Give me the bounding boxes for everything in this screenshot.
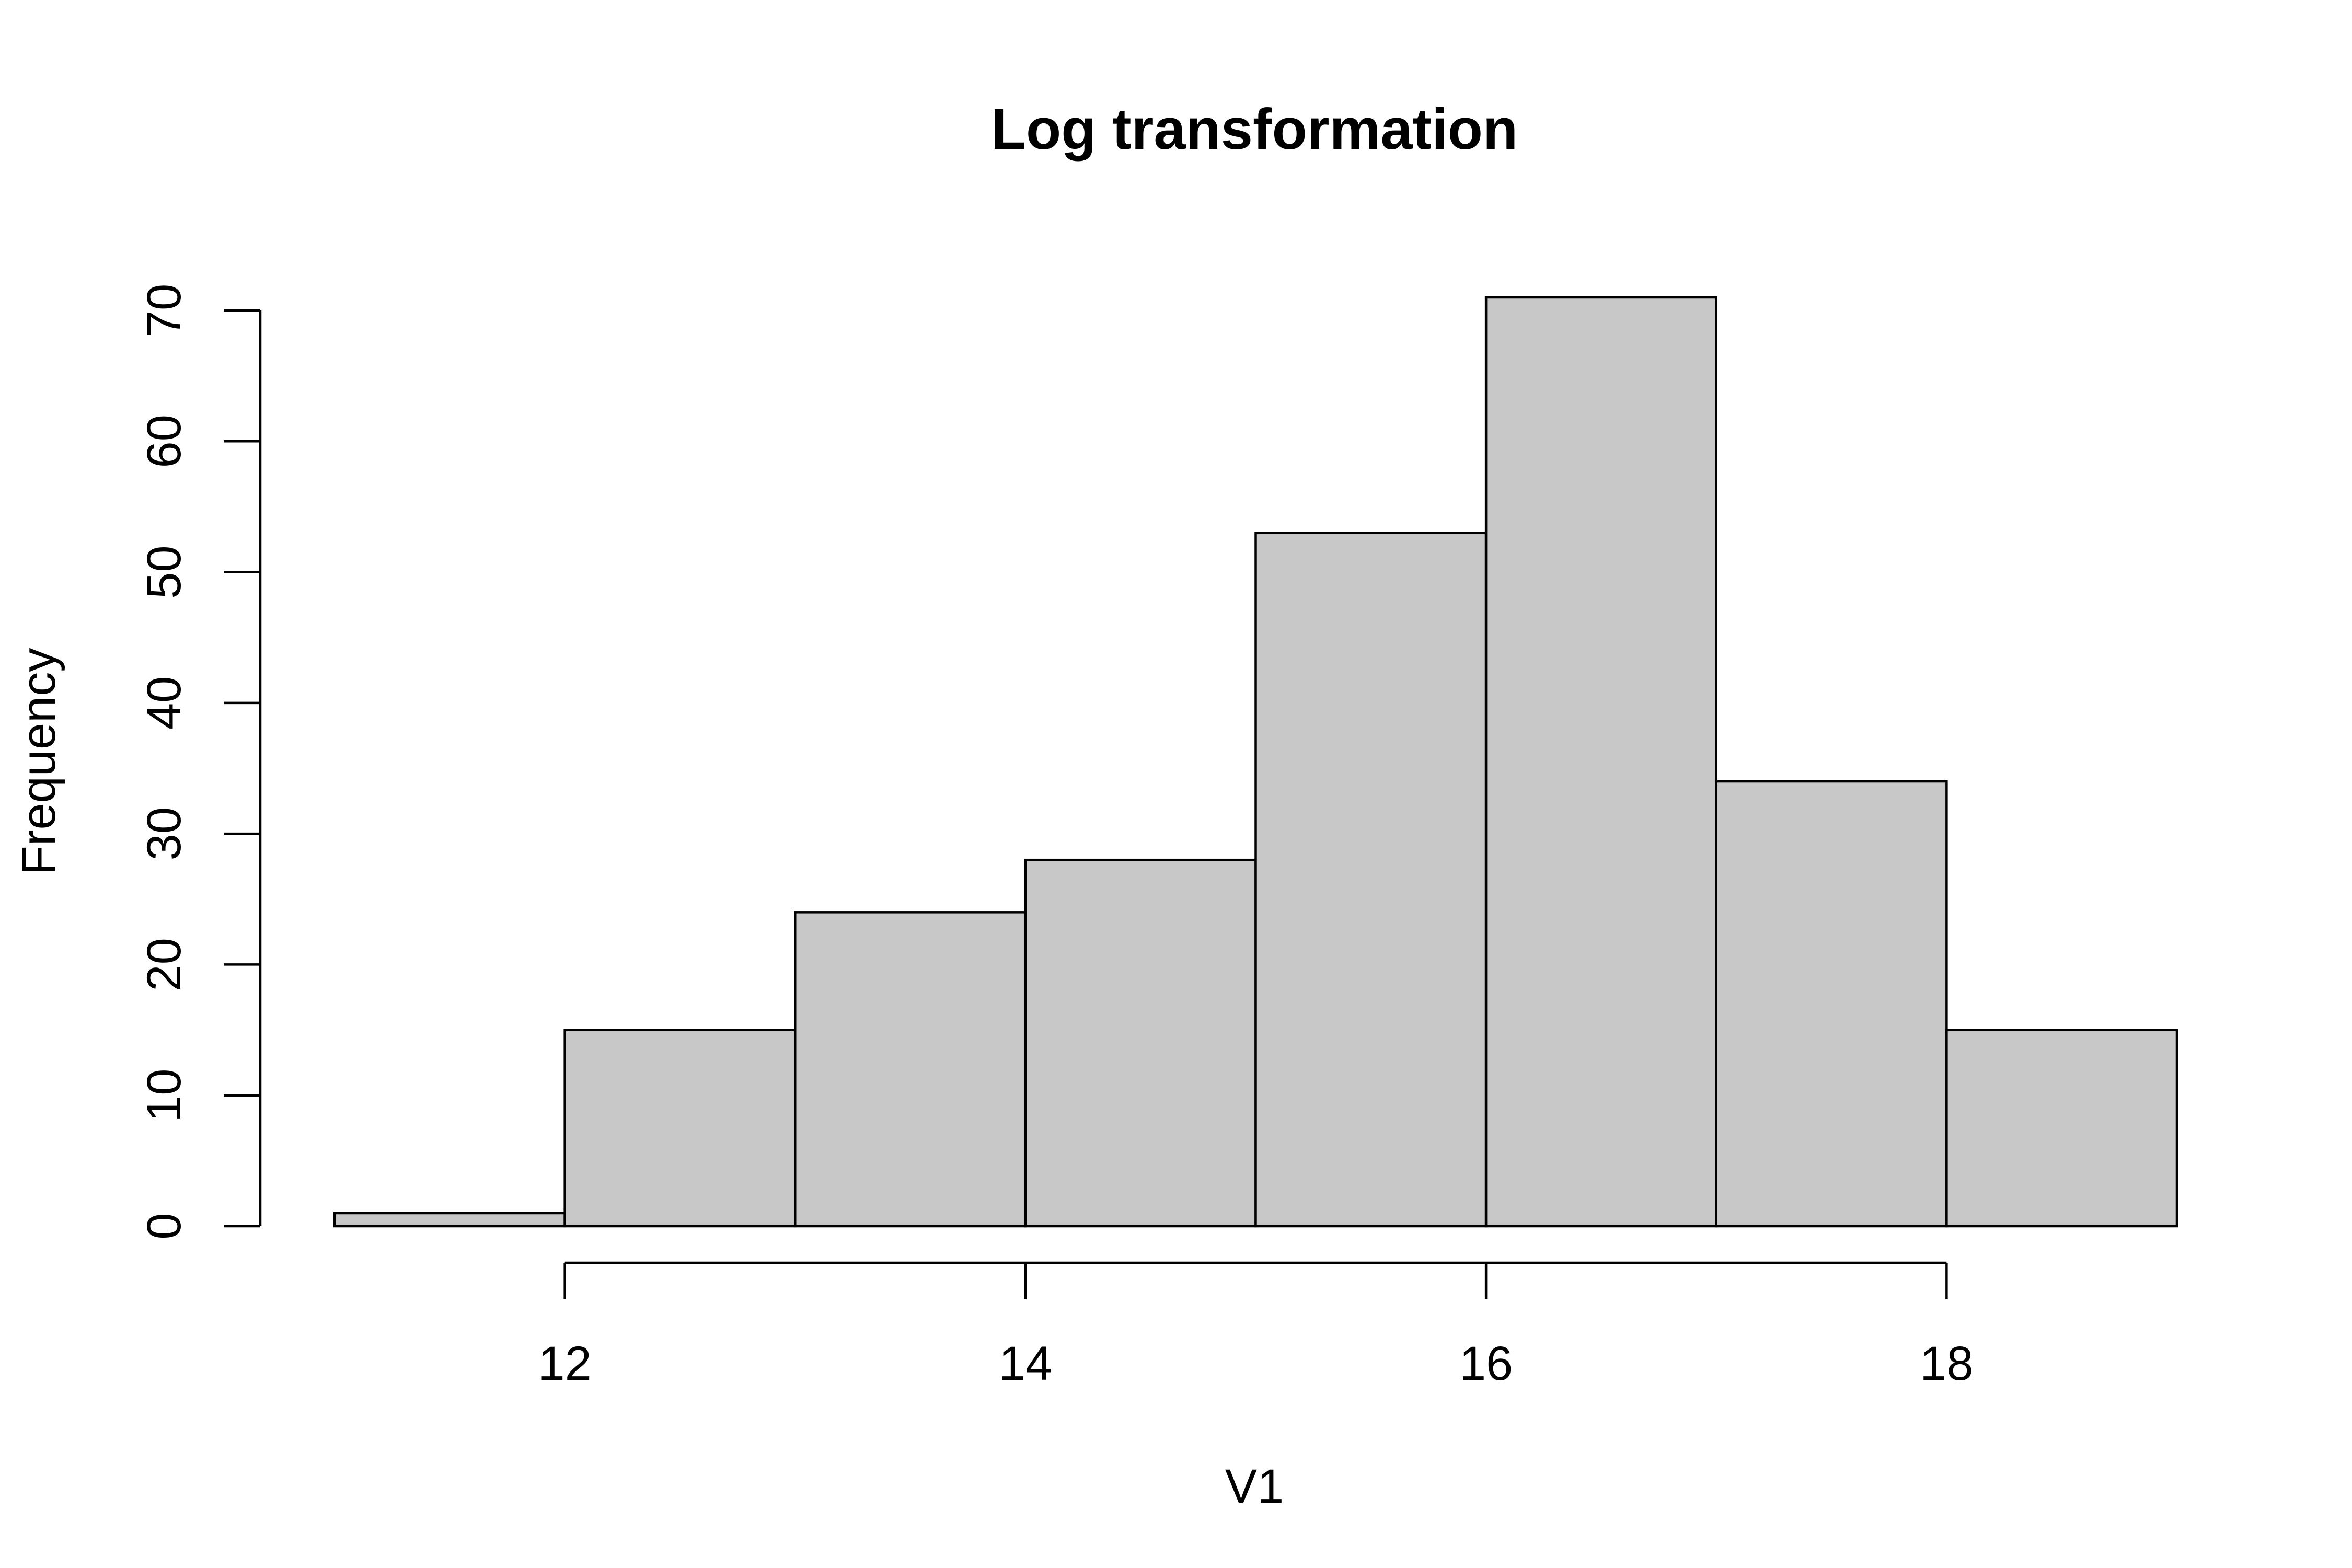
y-tick-label-30: 30	[137, 807, 191, 860]
histogram-bar-7	[1945, 1029, 2178, 1228]
histogram-bar-6	[1715, 780, 1948, 1228]
y-tick-label-20: 20	[137, 938, 191, 991]
y-tick-label-40: 40	[137, 676, 191, 730]
x-axis-label: V1	[1225, 1460, 1284, 1513]
histogram-bar-0	[333, 1212, 566, 1228]
chart-title: Log transformation	[991, 97, 1518, 162]
histogram-bar-5	[1484, 296, 1717, 1228]
bars-group	[333, 296, 2178, 1228]
x-tick-label-18: 18	[1920, 1337, 1973, 1390]
histogram-bar-3	[1024, 858, 1257, 1228]
histogram-bar-1	[563, 1029, 797, 1228]
y-tick-label-10: 10	[137, 1069, 191, 1122]
y-tick-label-50: 50	[137, 545, 191, 598]
y-axis-label: Frequency	[12, 648, 65, 875]
x-axis: 12 14 16 18	[538, 1261, 1974, 1390]
histogram-bar-4	[1254, 532, 1488, 1228]
x-tick-label-12: 12	[538, 1337, 591, 1390]
x-tick-label-14: 14	[999, 1337, 1052, 1390]
y-axis: 0 10 20 30 40 50 60 70	[137, 284, 262, 1240]
x-tick-label-16: 16	[1459, 1337, 1513, 1390]
y-tick-label-0: 0	[137, 1213, 191, 1239]
y-tick-label-60: 60	[137, 414, 191, 468]
histogram-bar-2	[794, 911, 1027, 1228]
y-tick-label-70: 70	[137, 284, 191, 337]
